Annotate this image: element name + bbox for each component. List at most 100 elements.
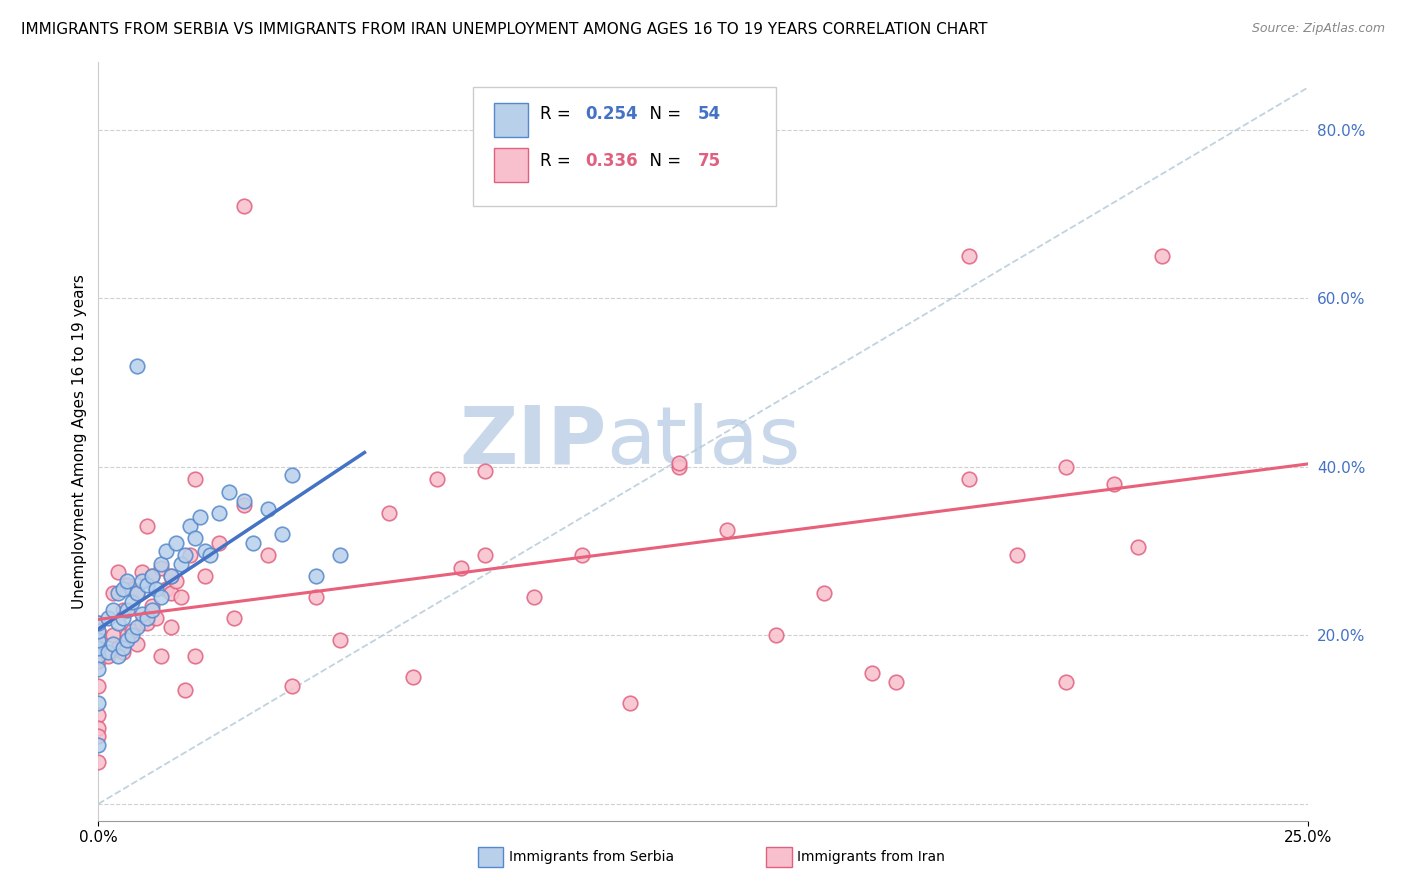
Point <box>329 548 352 563</box>
Point <box>97 649 120 664</box>
Point <box>101 637 124 651</box>
Point <box>87 640 110 655</box>
Point <box>121 624 143 639</box>
Point <box>174 683 197 698</box>
Point <box>87 615 110 630</box>
Point <box>107 649 129 664</box>
Text: R =: R = <box>540 152 576 170</box>
Point <box>765 628 787 642</box>
Point <box>135 615 157 630</box>
Point <box>150 557 173 571</box>
Point <box>87 654 110 668</box>
Point <box>135 578 157 592</box>
Point <box>87 730 110 744</box>
Point <box>87 640 110 655</box>
Bar <box>494 148 527 182</box>
Point <box>813 586 835 600</box>
Point <box>117 628 139 642</box>
Point <box>117 632 139 647</box>
Point <box>198 548 221 563</box>
Point <box>87 738 110 752</box>
Point <box>160 586 183 600</box>
Point <box>188 510 211 524</box>
Point <box>87 624 110 639</box>
Point <box>87 649 110 664</box>
Point <box>87 696 110 710</box>
Point <box>256 548 278 563</box>
Text: N =: N = <box>638 105 686 123</box>
Point <box>117 603 139 617</box>
Point <box>174 548 197 563</box>
Point <box>184 649 207 664</box>
Point <box>886 674 908 689</box>
Point <box>523 591 546 605</box>
Point <box>194 569 217 583</box>
Point <box>121 628 143 642</box>
Point <box>155 544 177 558</box>
Point <box>127 620 149 634</box>
Point <box>150 591 173 605</box>
Point <box>169 557 191 571</box>
Y-axis label: Unemployment Among Ages 16 to 19 years: Unemployment Among Ages 16 to 19 years <box>72 274 87 609</box>
Point <box>150 649 173 664</box>
Point <box>127 586 149 600</box>
Point <box>160 620 183 634</box>
Point <box>101 628 124 642</box>
Point <box>179 548 201 563</box>
Text: Immigrants from Iran: Immigrants from Iran <box>797 850 945 864</box>
Point <box>474 464 496 478</box>
Point <box>101 586 124 600</box>
Point <box>402 670 425 684</box>
Point <box>1152 249 1174 263</box>
Point <box>87 624 110 639</box>
Point <box>131 607 153 622</box>
Point <box>145 611 167 625</box>
Point <box>194 544 217 558</box>
Point <box>160 569 183 583</box>
Point <box>957 249 980 263</box>
Point <box>1054 459 1077 474</box>
Point <box>165 574 187 588</box>
Point <box>619 696 641 710</box>
Text: 0.254: 0.254 <box>586 105 638 123</box>
FancyBboxPatch shape <box>474 87 776 207</box>
Point <box>127 359 149 373</box>
Point <box>87 632 110 647</box>
Point <box>107 586 129 600</box>
Point <box>1054 674 1077 689</box>
Text: 54: 54 <box>699 105 721 123</box>
Point <box>222 611 245 625</box>
Point <box>127 637 149 651</box>
Point <box>87 632 110 647</box>
Point <box>135 518 157 533</box>
Point <box>329 632 352 647</box>
Point <box>141 599 163 613</box>
Text: atlas: atlas <box>606 402 800 481</box>
Point <box>111 603 134 617</box>
Point <box>169 591 191 605</box>
Point <box>97 645 120 659</box>
Point <box>111 645 134 659</box>
Point <box>111 582 134 596</box>
Point <box>668 459 690 474</box>
Point <box>571 548 593 563</box>
Point <box>97 611 120 625</box>
Point <box>107 615 129 630</box>
Point <box>1128 540 1150 554</box>
Point <box>716 523 738 537</box>
Bar <box>494 103 527 136</box>
Text: N =: N = <box>638 152 686 170</box>
Point <box>160 569 183 583</box>
Point <box>1007 548 1029 563</box>
Point <box>305 591 328 605</box>
Point <box>121 582 143 596</box>
Point <box>87 662 110 676</box>
Point <box>101 603 124 617</box>
Point <box>232 199 254 213</box>
Point <box>87 755 110 769</box>
Point <box>232 498 254 512</box>
Point <box>107 640 129 655</box>
Text: 0.336: 0.336 <box>586 152 638 170</box>
Point <box>150 561 173 575</box>
Point <box>305 569 328 583</box>
